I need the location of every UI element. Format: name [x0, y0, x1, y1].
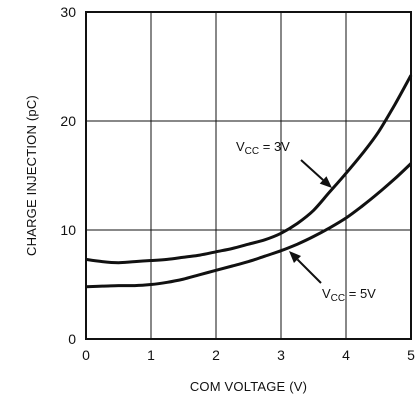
series-line-vcc-3v	[86, 75, 411, 263]
annotation-vcc-3v-arrow	[301, 160, 323, 180]
series-label-vcc-5v-main: V	[322, 286, 331, 301]
series-label-vcc-3v-sub: CC	[245, 146, 259, 157]
x-tick-label: 4	[342, 347, 350, 363]
annotation-vcc-5v: VCC = 5V	[289, 251, 376, 304]
y-tick-label: 20	[60, 113, 76, 129]
series-label-vcc-5v-sub: CC	[331, 293, 345, 304]
series-line-vcc-5v	[86, 164, 411, 287]
x-tick-label: 5	[407, 347, 415, 363]
x-tick-label: 3	[277, 347, 285, 363]
y-tick-label: 10	[60, 222, 76, 238]
x-tick-label: 0	[82, 347, 90, 363]
annotation-vcc-5v-arrow	[297, 259, 321, 283]
series-label-vcc-3v: VCC = 3V	[236, 139, 290, 157]
x-axis-label: COM VOLTAGE (V)	[190, 379, 307, 394]
tick-labels: 0 1 2 3 4 5 0 10 20 30	[60, 4, 415, 363]
annotation-vcc-3v: VCC = 3V	[236, 139, 332, 188]
x-tick-label: 2	[212, 347, 220, 363]
series-label-vcc-3v-rest: = 3V	[259, 139, 290, 154]
series-label-vcc-5v-rest: = 5V	[345, 286, 376, 301]
x-tick-label: 1	[147, 347, 155, 363]
series-label-vcc-5v: VCC = 5V	[322, 286, 376, 304]
y-tick-label: 0	[68, 331, 76, 347]
y-axis-label: CHARGE INJECTION (pC)	[24, 95, 39, 256]
y-tick-label: 30	[60, 4, 76, 20]
curves	[86, 75, 411, 287]
series-label-vcc-3v-main: V	[236, 139, 245, 154]
